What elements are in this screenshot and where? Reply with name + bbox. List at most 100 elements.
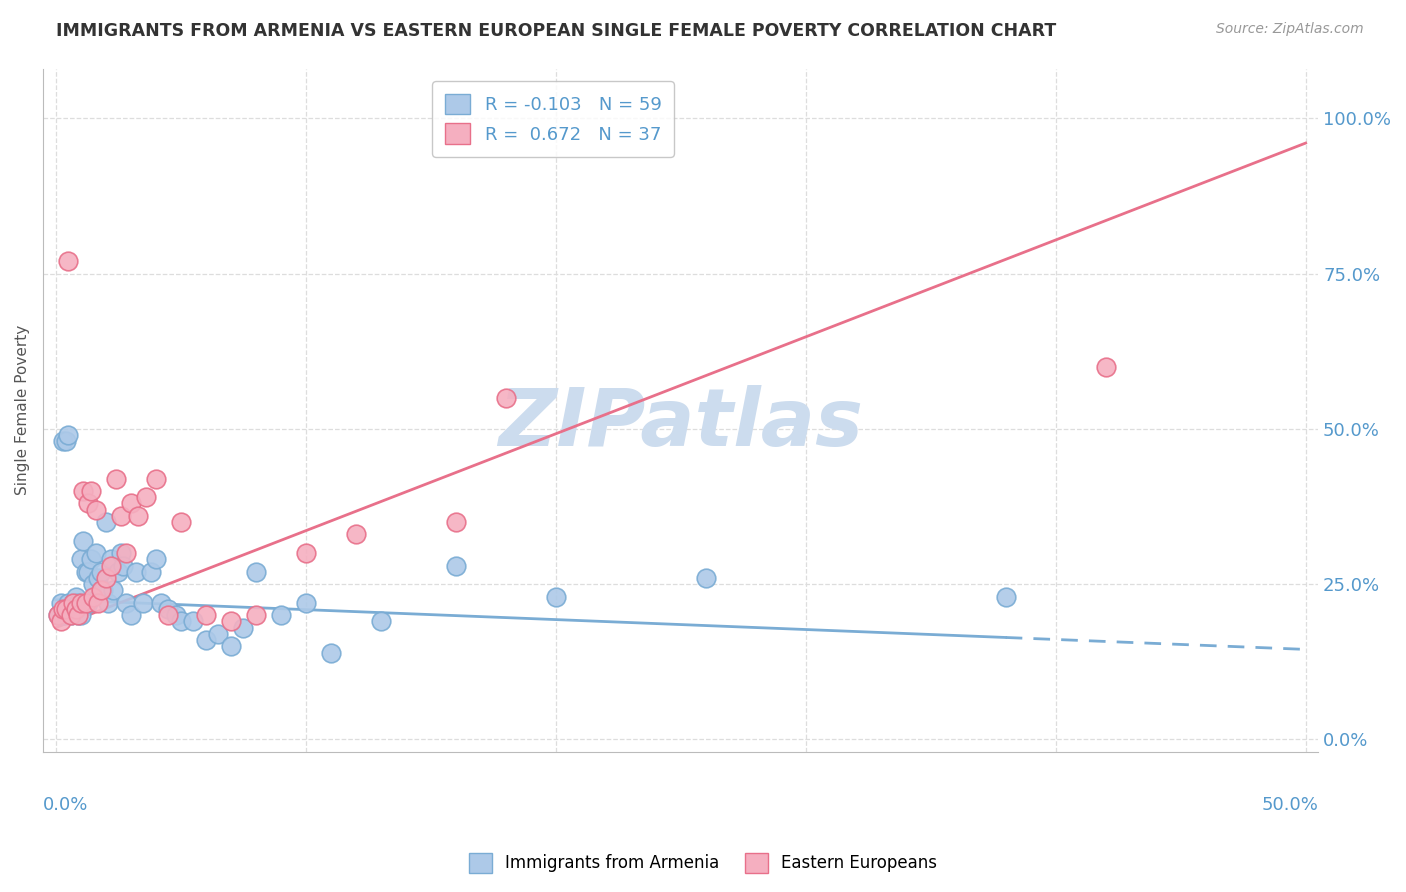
Point xyxy=(82,577,104,591)
Point xyxy=(294,546,316,560)
Point xyxy=(84,502,107,516)
Point xyxy=(59,608,82,623)
Point xyxy=(77,596,100,610)
Text: Source: ZipAtlas.com: Source: ZipAtlas.com xyxy=(1216,22,1364,37)
Point xyxy=(695,571,717,585)
Point xyxy=(97,596,120,610)
Point xyxy=(127,508,149,523)
Point xyxy=(245,608,267,623)
Point xyxy=(1094,359,1116,374)
Text: IMMIGRANTS FROM ARMENIA VS EASTERN EUROPEAN SINGLE FEMALE POVERTY CORRELATION CH: IMMIGRANTS FROM ARMENIA VS EASTERN EUROP… xyxy=(56,22,1056,40)
Legend: Immigrants from Armenia, Eastern Europeans: Immigrants from Armenia, Eastern Europea… xyxy=(463,847,943,880)
Text: ZIPatlas: ZIPatlas xyxy=(498,384,863,463)
Point xyxy=(165,608,187,623)
Point xyxy=(59,608,82,623)
Point xyxy=(170,515,193,529)
Point xyxy=(120,608,142,623)
Point xyxy=(65,602,87,616)
Point xyxy=(80,483,103,498)
Point xyxy=(80,552,103,566)
Point xyxy=(370,615,392,629)
Legend: R = -0.103   N = 59, R =  0.672   N = 37: R = -0.103 N = 59, R = 0.672 N = 37 xyxy=(432,81,673,157)
Point xyxy=(62,596,84,610)
Point xyxy=(87,571,110,585)
Point xyxy=(67,608,90,623)
Point xyxy=(67,608,90,623)
Point xyxy=(49,596,72,610)
Point xyxy=(157,602,180,616)
Point xyxy=(90,583,112,598)
Point xyxy=(65,602,87,616)
Point xyxy=(125,565,148,579)
Point xyxy=(194,608,217,623)
Point xyxy=(149,596,172,610)
Point xyxy=(94,571,117,585)
Point xyxy=(132,596,155,610)
Point xyxy=(294,596,316,610)
Point xyxy=(75,565,97,579)
Point xyxy=(52,434,75,449)
Point xyxy=(49,615,72,629)
Point xyxy=(344,527,367,541)
Point xyxy=(59,602,82,616)
Point xyxy=(67,596,90,610)
Point xyxy=(145,552,167,566)
Point xyxy=(110,508,132,523)
Point xyxy=(77,565,100,579)
Point xyxy=(107,565,129,579)
Point xyxy=(270,608,292,623)
Point xyxy=(62,596,84,610)
Point xyxy=(219,615,242,629)
Point xyxy=(135,490,157,504)
Point xyxy=(52,602,75,616)
Point xyxy=(170,615,193,629)
Point xyxy=(994,590,1017,604)
Point xyxy=(46,608,69,623)
Y-axis label: Single Female Poverty: Single Female Poverty xyxy=(15,325,30,495)
Point xyxy=(110,546,132,560)
Point xyxy=(72,533,94,548)
Point xyxy=(65,590,87,604)
Point xyxy=(55,602,77,616)
Point xyxy=(232,621,254,635)
Point xyxy=(69,596,91,610)
Point xyxy=(91,583,114,598)
Point xyxy=(46,608,69,623)
Point xyxy=(75,596,97,610)
Point xyxy=(62,602,84,616)
Point xyxy=(52,608,75,623)
Point xyxy=(181,615,204,629)
Point xyxy=(55,608,77,623)
Point xyxy=(55,434,77,449)
Point xyxy=(495,391,517,405)
Text: 0.0%: 0.0% xyxy=(44,797,89,814)
Point xyxy=(72,483,94,498)
Point xyxy=(157,608,180,623)
Point xyxy=(112,558,135,573)
Point xyxy=(544,590,567,604)
Point xyxy=(219,640,242,654)
Point xyxy=(100,558,122,573)
Point xyxy=(58,428,80,442)
Point xyxy=(94,515,117,529)
Point xyxy=(444,558,467,573)
Point xyxy=(82,590,104,604)
Point xyxy=(87,596,110,610)
Point xyxy=(77,496,100,510)
Point xyxy=(58,254,80,268)
Point xyxy=(90,565,112,579)
Point xyxy=(145,471,167,485)
Point xyxy=(139,565,162,579)
Point xyxy=(84,546,107,560)
Point xyxy=(245,565,267,579)
Point xyxy=(114,596,136,610)
Point xyxy=(194,633,217,648)
Point xyxy=(69,552,91,566)
Point xyxy=(120,496,142,510)
Text: 50.0%: 50.0% xyxy=(1261,797,1319,814)
Point xyxy=(444,515,467,529)
Point xyxy=(100,552,122,566)
Point xyxy=(69,608,91,623)
Point xyxy=(58,596,80,610)
Point xyxy=(319,646,342,660)
